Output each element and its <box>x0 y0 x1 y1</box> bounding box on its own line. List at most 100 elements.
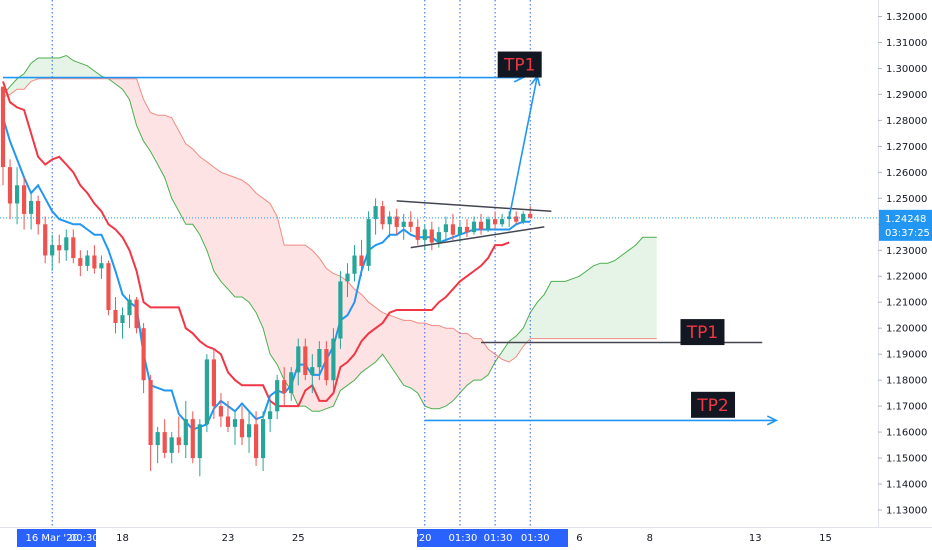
candle <box>148 374 153 472</box>
candle-body <box>134 299 139 329</box>
y-tick-label: 1.20000 <box>886 324 927 335</box>
candle <box>197 419 202 477</box>
candle-body <box>359 255 364 266</box>
candle-body <box>303 346 308 375</box>
candle-body <box>380 206 385 225</box>
annotation-label-text: TP1 <box>686 323 718 343</box>
candle-body <box>261 419 266 459</box>
candle-body <box>120 315 125 323</box>
candle <box>521 211 526 225</box>
candle <box>310 354 315 394</box>
y-tick-label: 1.30000 <box>886 64 927 75</box>
annotations: TP1 TP1 TP2 <box>497 51 736 418</box>
candle <box>57 234 62 264</box>
current-price-label: 1.24248 03:37:25 <box>879 209 932 241</box>
candle <box>289 367 294 401</box>
candle <box>225 400 231 433</box>
candle-body <box>394 216 399 227</box>
candle <box>50 234 55 272</box>
x-tick-label: 8 <box>647 533 653 544</box>
y-tick-label: 1.22000 <box>886 272 927 283</box>
x-tick-label: 23 <box>222 533 235 544</box>
candle <box>190 411 195 464</box>
candle <box>282 367 287 407</box>
y-tick-label: 1.17000 <box>886 402 927 413</box>
candle <box>78 250 83 277</box>
tp1-breakout-arrow-shaft <box>508 76 539 218</box>
candle <box>15 167 20 225</box>
candle-body <box>436 232 441 243</box>
y-tick-label: 1.21000 <box>886 298 927 309</box>
senkou-span-b-line <box>2 78 657 363</box>
y-tick-label: 1.25000 <box>886 194 927 205</box>
x-tick-label: 15 <box>819 533 832 544</box>
current-price-countdown: 03:37:25 <box>885 228 930 239</box>
annotation-label-box <box>497 51 542 78</box>
candle-body <box>464 226 470 233</box>
x-tick-label: 13 <box>749 533 762 544</box>
candle-body <box>500 219 505 225</box>
candle <box>204 354 209 433</box>
y-tick-label: 1.15000 <box>886 454 927 465</box>
tp2-horizontal-arrow <box>424 415 779 426</box>
candle-body <box>22 185 27 214</box>
candle-body <box>85 255 90 266</box>
candle <box>43 216 48 264</box>
y-tick-label: 1.26000 <box>886 168 927 179</box>
indicator-lines <box>2 81 531 431</box>
candle-body <box>7 167 13 204</box>
candle <box>401 213 406 240</box>
tenkan-sen-line <box>2 117 531 431</box>
current-price-label-box <box>879 209 932 241</box>
y-tick-label: 1.27000 <box>886 142 927 153</box>
candle-body <box>43 224 48 256</box>
candle <box>134 297 139 334</box>
candle-body <box>190 419 195 459</box>
candle <box>127 294 132 329</box>
candle <box>366 211 371 272</box>
candle <box>247 411 252 453</box>
candle-body <box>493 219 498 225</box>
x-axis[interactable]: 18 23 25 6 8 13 15 16 Mar '2000:30 31 Mar '20 01:… <box>0 527 932 550</box>
candle <box>415 219 420 246</box>
candle <box>120 307 125 339</box>
y-tick-label: 1.14000 <box>886 480 927 491</box>
candle-body <box>528 213 533 218</box>
candle-body <box>113 310 118 323</box>
candle-body <box>148 380 153 445</box>
candle <box>345 263 350 298</box>
candle <box>232 411 238 446</box>
candle <box>303 338 308 381</box>
candle-body <box>50 245 55 256</box>
candle-body <box>247 424 252 438</box>
candle-body <box>338 281 343 339</box>
candle-body <box>78 258 83 266</box>
x-highlight-label: 01:30 <box>449 533 478 544</box>
x-tick-label: 18 <box>116 533 129 544</box>
candle-body <box>36 200 41 225</box>
candle <box>29 193 34 230</box>
candle-body <box>0 86 6 168</box>
y-axis[interactable]: 1.13000 1.14000 1.15000 1.16000 1.17000 1.180… <box>878 0 932 550</box>
candle-body <box>29 200 34 214</box>
annotation-label-text: TP1 <box>503 56 535 76</box>
candlesticks <box>0 86 533 477</box>
candle-body <box>162 432 167 453</box>
candle <box>85 250 90 272</box>
candle-body <box>310 367 315 375</box>
candle-body <box>218 406 223 417</box>
candle <box>443 216 448 240</box>
candle <box>92 245 97 274</box>
candle <box>261 411 266 472</box>
candle <box>7 159 13 220</box>
y-tick-label: 1.23000 <box>886 246 927 257</box>
y-axis-background <box>878 0 932 550</box>
candle-body <box>282 380 287 394</box>
cloud-area-1 <box>108 78 499 412</box>
cloud-area-2 <box>498 237 657 362</box>
candle <box>162 419 167 459</box>
kijun-sen-line <box>2 81 510 408</box>
candle-body <box>486 219 491 230</box>
